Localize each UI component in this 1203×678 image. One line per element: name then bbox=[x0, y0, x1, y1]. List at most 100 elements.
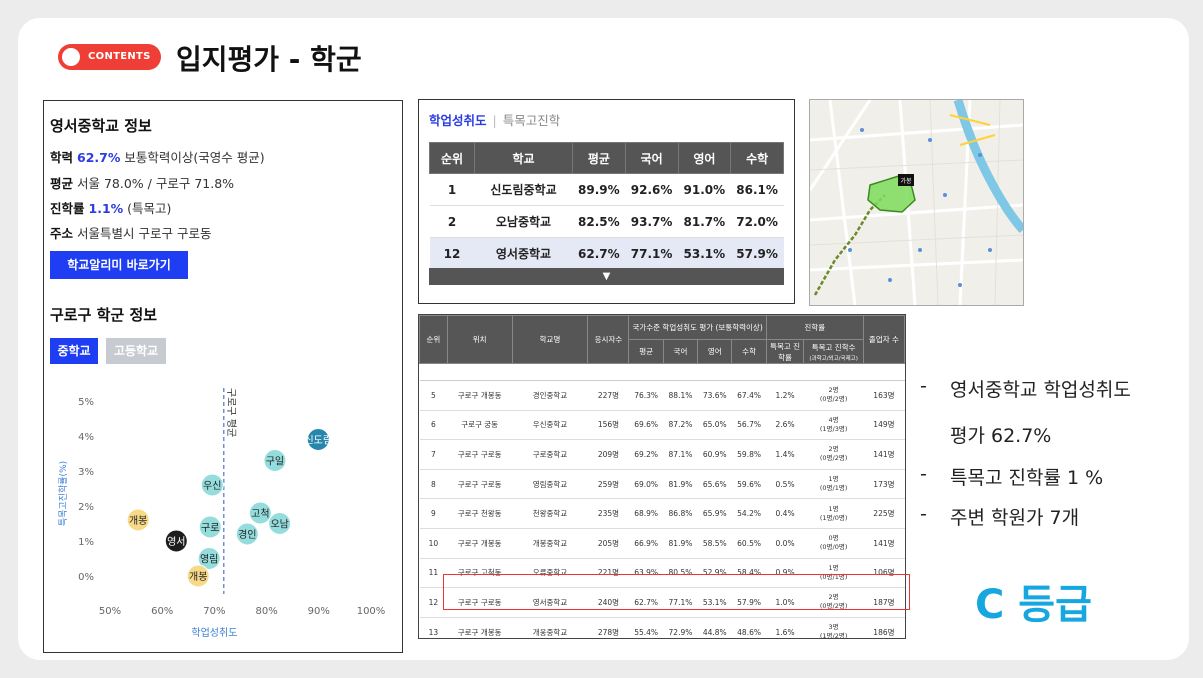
note-bullet: - bbox=[920, 503, 927, 525]
table-cell: 개봉중학교 bbox=[512, 528, 588, 559]
grade-label: C 등급 bbox=[975, 582, 1092, 628]
table-cell: 72.9% bbox=[663, 617, 698, 638]
data-point bbox=[198, 515, 222, 539]
table-cell: 구로구 구로동 bbox=[447, 469, 513, 500]
table-cell: 3명 (1명/2명) bbox=[803, 617, 864, 638]
table-cell: 54.2% bbox=[731, 498, 767, 529]
table-cell: 1명 (0명/1명) bbox=[803, 558, 864, 589]
table-cell: 173명 bbox=[863, 469, 905, 500]
expand-more-button[interactable]: ▼ bbox=[429, 268, 784, 285]
col-header: 학교명 bbox=[511, 315, 589, 364]
table-cell: 0명 (0명/0명) bbox=[803, 528, 864, 559]
table-cell: 12 bbox=[419, 587, 448, 618]
table-cell: 163명 bbox=[863, 380, 905, 411]
table-cell: 1.6% bbox=[766, 617, 804, 638]
table-cell: 93.7% bbox=[625, 205, 678, 238]
table-cell: 0.4% bbox=[766, 498, 804, 529]
cell-line: (0명/2명) bbox=[819, 454, 848, 463]
contents-badge-label: CONTENTS bbox=[88, 51, 151, 62]
school-alimi-link-button[interactable]: 학교알리미 바로가기 bbox=[50, 251, 188, 279]
table-cell: 81.9% bbox=[663, 528, 698, 559]
table-cell: 88.1% bbox=[663, 380, 698, 411]
data-point-label: 개봉 bbox=[189, 571, 207, 583]
table-cell: 69.0% bbox=[628, 469, 664, 500]
col-header: 순위 bbox=[419, 315, 448, 364]
page-title: 입지평가 - 학군 bbox=[176, 43, 362, 76]
data-point bbox=[200, 473, 224, 497]
table-cell: 53.1% bbox=[697, 587, 732, 618]
table-cell: 68.9% bbox=[628, 498, 664, 529]
data-point bbox=[268, 512, 292, 535]
table-cell: 225명 bbox=[863, 498, 905, 529]
table-cell: 천왕중학교 bbox=[512, 498, 588, 529]
cell-line: 1명 bbox=[828, 563, 839, 572]
data-point-label: 신도림 bbox=[304, 435, 332, 447]
table-spacer-row bbox=[419, 363, 905, 381]
cell-line: (0명/2명) bbox=[819, 602, 848, 611]
table-cell: 44.8% bbox=[697, 617, 732, 638]
table-row: 8 구로구 구로동 영림중학교 259명 69.0% 81.9% 65.6% 59.6% 0.5… bbox=[419, 469, 905, 500]
table-cell: 149명 bbox=[863, 410, 905, 441]
cell-line: 3명 bbox=[828, 623, 839, 632]
table-cell: 87.2% bbox=[663, 410, 698, 441]
tab-achievement[interactable]: 학업성취도 bbox=[429, 113, 487, 128]
y-tick-label: 0% bbox=[78, 572, 94, 583]
table-cell: 구로구 개봉동 bbox=[447, 528, 513, 559]
table-cell: 205명 bbox=[587, 528, 629, 559]
table-cell: 62.7% bbox=[628, 587, 664, 618]
data-point bbox=[263, 449, 287, 472]
col-header: 평균 bbox=[628, 339, 664, 364]
ranking-table: 순위 학교 평균 국어 영어 수학 1 신도림중학교 89.9% 92.6% 9… bbox=[429, 142, 784, 270]
note-bullet: - bbox=[920, 375, 927, 397]
cell-line: (0명/1명) bbox=[819, 572, 848, 581]
cell-line: 2명 bbox=[828, 593, 839, 602]
table-cell: 1 bbox=[429, 173, 475, 206]
table-cell: 141명 bbox=[863, 439, 905, 470]
table-cell: 1명 (1명/0명) bbox=[803, 498, 864, 529]
info-text: 보통학력이상(국영수 평균) bbox=[124, 150, 265, 165]
data-point bbox=[248, 501, 272, 525]
stream-shape bbox=[953, 100, 1023, 234]
table-row: 1 신도림중학교 89.9% 92.6% 91.0% 86.1% bbox=[429, 173, 784, 206]
info-text: (특목고) bbox=[127, 201, 172, 216]
table-cell: 57.9% bbox=[731, 587, 767, 618]
table-cell: 13 bbox=[419, 617, 448, 638]
data-point bbox=[126, 508, 150, 532]
info-row-average: 평균 서울 78.0% / 구로구 71.8% bbox=[50, 173, 234, 192]
table-cell: 89.9% bbox=[572, 173, 626, 206]
table-cell: 65.0% bbox=[697, 410, 732, 441]
y-tick-label: 3% bbox=[78, 467, 94, 478]
tab-special-high[interactable]: 특목고진학 bbox=[502, 113, 561, 128]
school-info-panel: 영서중학교 정보 학력 62.7% 보통학력이상(국영수 평균) 평균 서울 7… bbox=[43, 100, 403, 653]
table-cell: 2명 (0명/2명) bbox=[803, 380, 864, 411]
table-cell: 60.9% bbox=[697, 439, 732, 470]
tab-high-school[interactable]: 고등학교 bbox=[106, 338, 166, 364]
y-tick-label: 4% bbox=[78, 432, 94, 443]
table-cell: 62.7% bbox=[572, 237, 626, 270]
table-cell: 11 bbox=[419, 558, 448, 589]
table-cell: 69.2% bbox=[628, 439, 664, 470]
info-row-academic: 학력 62.7% 보통학력이상(국영수 평균) bbox=[50, 147, 265, 166]
col-header: 순위 bbox=[429, 142, 475, 174]
table-cell: 개웅중학교 bbox=[512, 617, 588, 638]
table-cell: 59.6% bbox=[731, 469, 767, 500]
contents-badge: CONTENTS bbox=[58, 44, 161, 70]
tab-middle-school[interactable]: 중학교 bbox=[50, 338, 98, 364]
table-row: 12 구로구 구로동 영서중학교 240명 62.7% 77.1% 53.1% 57.9% 1.… bbox=[419, 587, 905, 618]
table-cell: 구로구 개봉동 bbox=[447, 617, 513, 638]
table-cell: 2명 (0명/2명) bbox=[803, 439, 864, 470]
info-text: 서울 78.0% / 구로구 71.8% bbox=[77, 176, 235, 191]
data-point bbox=[197, 547, 221, 570]
data-point bbox=[164, 529, 188, 553]
rail-line bbox=[813, 194, 886, 296]
table-cell: 72.0% bbox=[730, 205, 784, 238]
data-point bbox=[186, 564, 210, 588]
school-district-map[interactable]: 가봉 bbox=[809, 99, 1024, 306]
district-info-heading: 구로구 학군 정보 bbox=[50, 306, 158, 324]
note-text: 주변 학원가 7개 bbox=[950, 507, 1080, 529]
info-row-address: 주소 서울특별시 구로구 구로동 bbox=[50, 223, 211, 242]
table-cell: 0.9% bbox=[766, 558, 804, 589]
table-cell: 영서중학교 bbox=[474, 237, 573, 270]
table-cell: 66.9% bbox=[628, 528, 664, 559]
note-text: 영서중학교 학업성취도 bbox=[950, 379, 1131, 401]
